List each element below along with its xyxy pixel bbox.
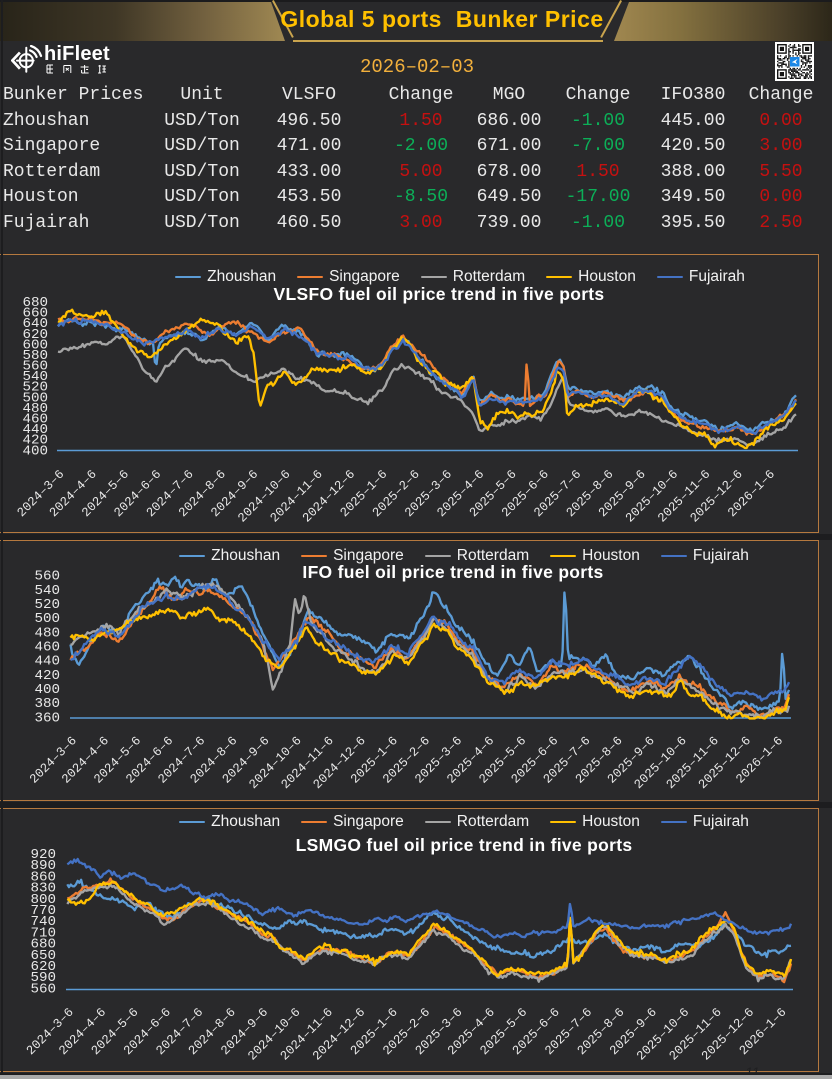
svg-text:640: 640 [22, 316, 48, 332]
svg-text:830: 830 [30, 881, 56, 897]
svg-text:480: 480 [34, 625, 60, 641]
svg-text:400: 400 [34, 682, 60, 698]
svg-text:420: 420 [22, 433, 48, 449]
svg-text:660: 660 [22, 306, 48, 322]
svg-text:480: 480 [22, 401, 48, 417]
svg-text:560: 560 [34, 569, 60, 585]
svg-text:540: 540 [34, 583, 60, 599]
svg-text:620: 620 [22, 327, 48, 343]
svg-text:460: 460 [22, 412, 48, 428]
svg-text:500: 500 [22, 390, 48, 406]
svg-text:620: 620 [30, 959, 56, 975]
svg-text:680: 680 [22, 295, 48, 311]
svg-text:520: 520 [34, 597, 60, 613]
svg-text:600: 600 [22, 337, 48, 353]
svg-text:400: 400 [22, 443, 48, 459]
svg-text:770: 770 [30, 903, 56, 919]
svg-text:560: 560 [30, 981, 56, 997]
svg-text:680: 680 [30, 937, 56, 953]
svg-text:380: 380 [34, 696, 60, 712]
svg-text:360: 360 [34, 710, 60, 726]
svg-text:420: 420 [34, 668, 60, 684]
svg-text:500: 500 [34, 611, 60, 627]
svg-text:580: 580 [22, 348, 48, 364]
svg-text:920: 920 [30, 847, 56, 863]
svg-text:800: 800 [30, 892, 56, 908]
svg-text:590: 590 [30, 970, 56, 986]
svg-text:650: 650 [30, 948, 56, 964]
svg-text:560: 560 [22, 359, 48, 375]
svg-text:440: 440 [22, 422, 48, 438]
svg-text:460: 460 [34, 640, 60, 656]
svg-text:860: 860 [30, 869, 56, 885]
svg-text:740: 740 [30, 914, 56, 930]
svg-text:440: 440 [34, 654, 60, 670]
svg-text:890: 890 [30, 858, 56, 874]
svg-text:520: 520 [22, 380, 48, 396]
svg-text:540: 540 [22, 369, 48, 385]
svg-text:710: 710 [30, 925, 56, 941]
